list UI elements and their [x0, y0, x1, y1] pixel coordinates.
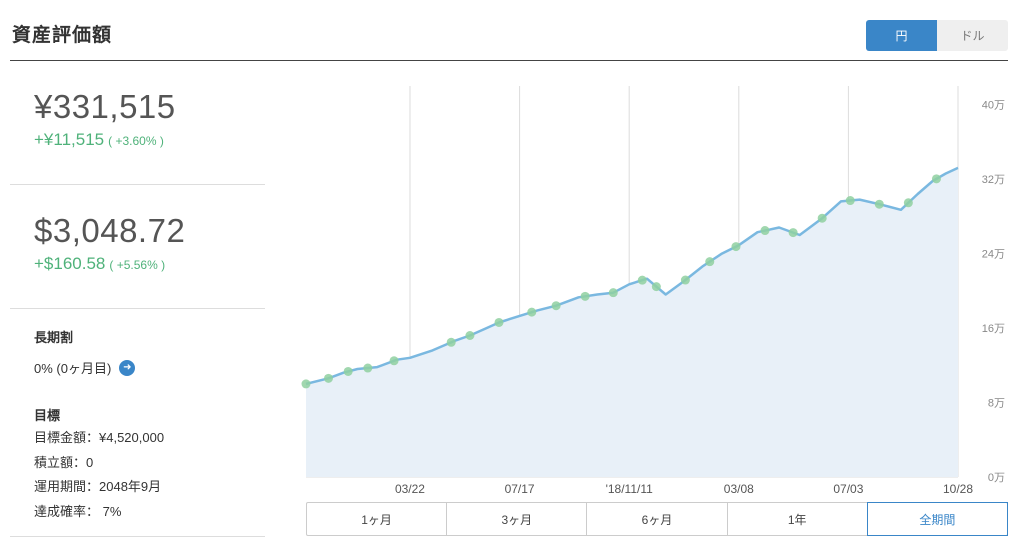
period-1y-button[interactable]: 1年	[728, 503, 868, 535]
goal-probability: 達成確率： 7%	[34, 503, 122, 519]
series-line	[305, 166, 959, 386]
data-marker-6	[465, 330, 475, 340]
long-term-row: 0% (0ヶ月目) ➜	[34, 358, 265, 377]
y-tick-label-3: 24万	[982, 249, 1005, 261]
goal-heading: 目標	[34, 408, 61, 423]
data-marker-12	[637, 275, 647, 285]
long-term-value: 0% (0ヶ月目)	[34, 361, 112, 376]
y-tick-label-4: 32万	[982, 174, 1005, 186]
long-term-heading: 長期割	[34, 330, 74, 345]
chart-markers	[301, 174, 941, 389]
data-marker-2	[343, 366, 353, 376]
data-marker-11	[608, 288, 618, 298]
y-tick-label-2: 16万	[982, 323, 1005, 335]
data-marker-18	[788, 228, 798, 238]
usd-change: +$160.58( +5.56% )	[34, 254, 265, 274]
usd-change-pct: ( +5.56% )	[109, 258, 166, 272]
data-marker-10	[580, 291, 590, 301]
data-marker-22	[903, 198, 913, 208]
goal-period: 運用期間：2048年9月	[34, 479, 162, 494]
data-marker-1	[323, 373, 333, 383]
period-6m-button[interactable]: 6ヶ月	[587, 503, 728, 535]
x-tick-label-5: 10/28	[943, 482, 973, 496]
period-selector[interactable]: 1ヶ月 3ヶ月 6ヶ月 1年 全期間	[306, 502, 1009, 536]
usd-total: $3,048.72	[34, 212, 186, 249]
header-divider	[10, 60, 1008, 61]
area-fill	[306, 167, 958, 477]
currency-usd-button[interactable]: ドル	[937, 20, 1008, 51]
data-marker-14	[680, 275, 690, 285]
data-marker-17	[760, 226, 770, 236]
data-marker-13	[651, 282, 661, 292]
goal-contribution: 積立額：0	[34, 454, 94, 470]
usd-change-amount: +$160.58	[34, 254, 106, 273]
page-title: 資産評価額	[12, 24, 113, 46]
data-marker-9	[551, 301, 561, 311]
data-marker-5	[446, 337, 456, 347]
yen-summary: ¥331,515 +¥11,515( +3.60% )	[10, 61, 265, 185]
data-marker-16	[731, 242, 741, 252]
x-tick-label-3: 03/08	[724, 482, 754, 496]
yen-total: ¥331,515	[34, 88, 176, 125]
currency-yen-button[interactable]: 円	[866, 20, 937, 51]
chart-x-ticks: 03/22 07/17 '18/11/11 03/08 07/03 10/28	[395, 482, 973, 496]
y-tick-label-0: 0万	[988, 472, 1005, 484]
chart-y-ticks: 0万 8万 16万 24万 32万 40万	[982, 100, 1005, 484]
chart-line	[305, 166, 959, 386]
period-3m-button[interactable]: 3ヶ月	[447, 503, 588, 535]
yen-change-pct: ( +3.60% )	[108, 134, 164, 148]
data-marker-8	[527, 307, 537, 317]
x-tick-label-0: 03/22	[395, 482, 425, 496]
period-all-button[interactable]: 全期間	[866, 502, 1009, 536]
summary-panel: ¥331,515 +¥11,515( +3.60% ) $3,048.72 +$…	[10, 61, 265, 537]
data-marker-4	[389, 356, 399, 366]
x-tick-label-1: 07/17	[505, 482, 535, 496]
data-marker-21	[874, 199, 884, 209]
x-tick-label-2: '18/11/11	[606, 482, 654, 496]
details-section: 長期割 0% (0ヶ月目) ➜ 目標 目標金額：¥4,520,000 積立額：0…	[10, 309, 265, 537]
chart-area	[306, 167, 958, 477]
data-marker-7	[494, 317, 504, 327]
data-marker-3	[363, 363, 373, 373]
data-marker-19	[817, 213, 827, 223]
yen-change-amount: +¥11,515	[34, 130, 105, 149]
y-tick-label-5: 40万	[982, 100, 1005, 112]
currency-toggle[interactable]: 円 ドル	[866, 20, 1008, 51]
yen-change: +¥11,515( +3.60% )	[34, 130, 265, 150]
data-marker-20	[845, 196, 855, 206]
goal-amount: 目標金額：¥4,520,000	[34, 430, 165, 445]
arrow-right-circle-icon[interactable]: ➜	[119, 359, 136, 376]
y-tick-label-1: 8万	[988, 398, 1005, 410]
data-marker-23	[931, 174, 941, 184]
data-marker-0	[301, 379, 311, 389]
period-1m-button[interactable]: 1ヶ月	[307, 503, 448, 535]
x-tick-label-4: 07/03	[833, 482, 863, 496]
usd-summary: $3,048.72 +$160.58( +5.56% )	[10, 185, 265, 309]
data-marker-15	[705, 257, 715, 267]
asset-chart: 0万 8万 16万 24万 32万 40万 03/22 07/17 '18/11/11 03/0…	[301, 86, 1005, 496]
